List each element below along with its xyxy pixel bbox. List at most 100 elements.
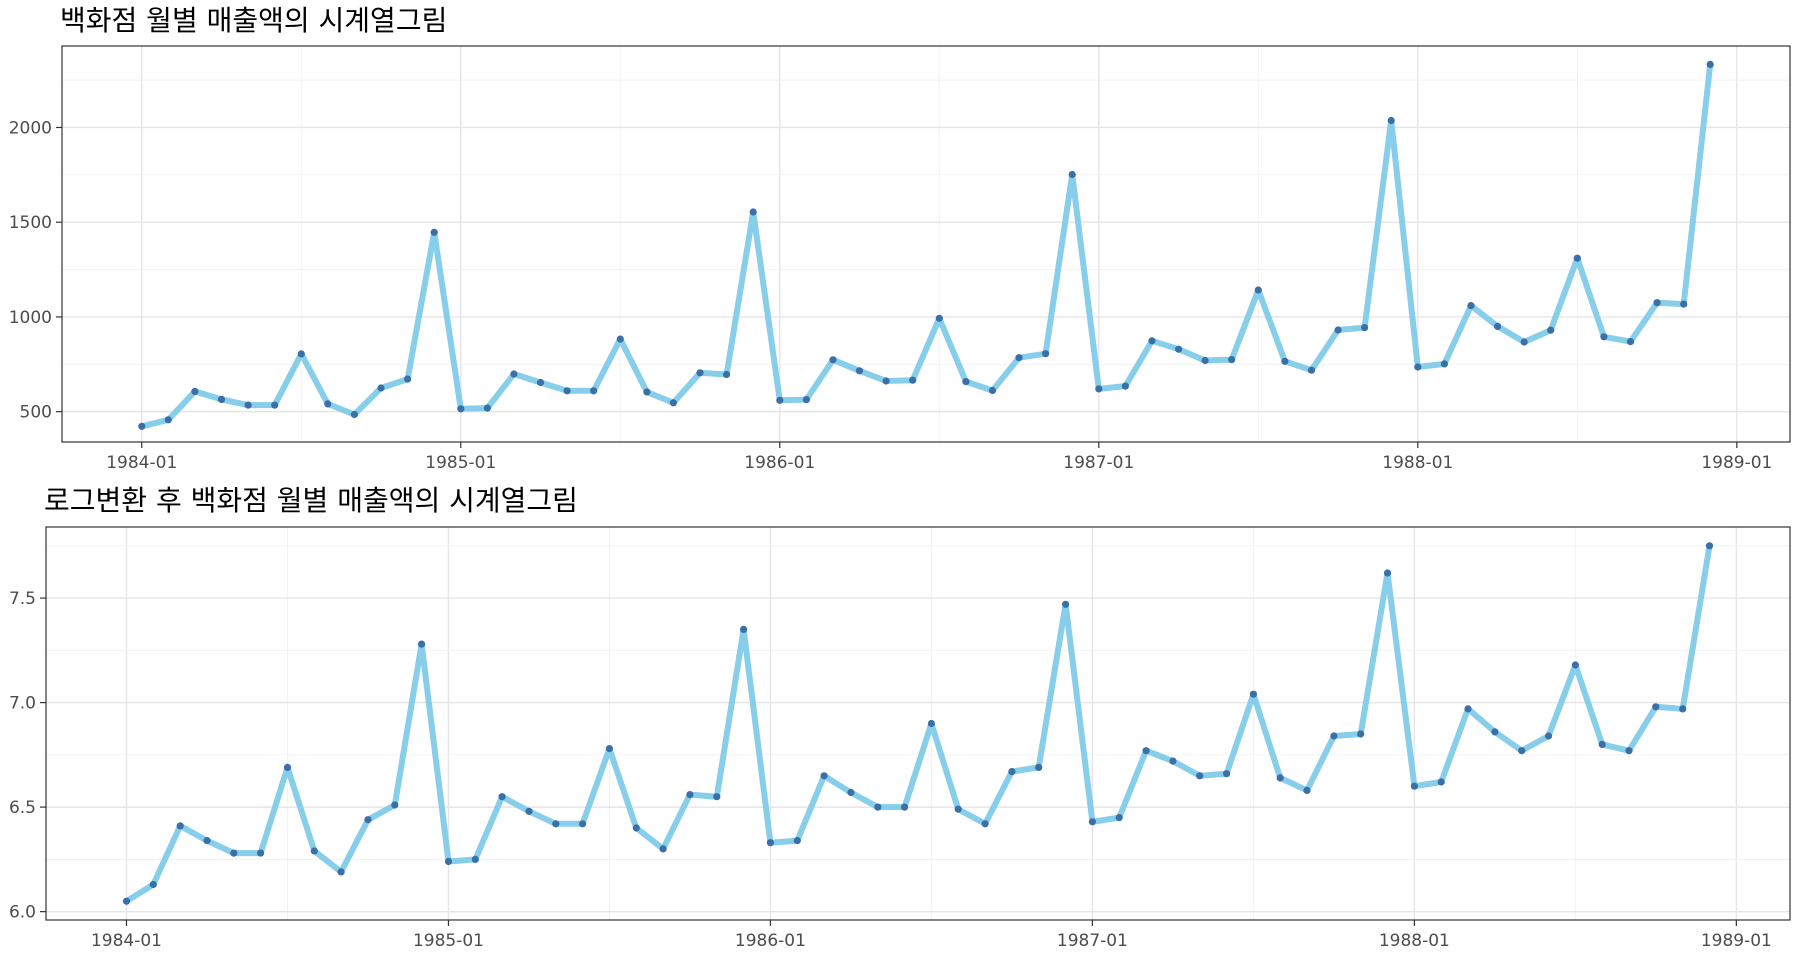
data-point xyxy=(1387,116,1395,125)
chart-panel-log-sales: 로그변환 후 백화점 월별 매출액의 시계열그림 1984-01 1985-01 1… xyxy=(9,484,1791,951)
series-line xyxy=(123,542,1713,905)
data-point xyxy=(1201,356,1209,365)
data-point xyxy=(847,788,855,797)
data-point xyxy=(1410,782,1418,790)
data-point xyxy=(457,405,465,413)
data-point xyxy=(1652,703,1660,711)
data-point xyxy=(377,384,385,392)
data-point xyxy=(1573,254,1581,262)
x-tick-label: 1986-01 xyxy=(744,453,815,473)
y-tick-label: 2000 xyxy=(9,118,52,138)
data-point xyxy=(430,228,438,236)
data-point xyxy=(1307,366,1316,374)
data-point xyxy=(954,805,962,813)
data-point xyxy=(981,820,989,828)
series-line-group xyxy=(138,61,1714,430)
data-point xyxy=(1249,690,1257,698)
data-point xyxy=(723,370,731,379)
y-tick-label: 7.5 xyxy=(9,589,36,609)
data-point xyxy=(364,816,372,824)
data-point xyxy=(659,845,667,853)
y-tick-label: 1000 xyxy=(9,308,52,328)
x-tick-label: 1987-01 xyxy=(1057,931,1128,951)
data-point xyxy=(1464,705,1472,713)
y-tick-label: 6.5 xyxy=(9,798,36,818)
data-point xyxy=(632,824,640,832)
data-point xyxy=(1169,757,1177,765)
data-point xyxy=(498,793,506,801)
data-point xyxy=(1414,363,1422,371)
data-point xyxy=(1440,360,1448,368)
data-point xyxy=(776,396,784,404)
data-point xyxy=(669,399,678,407)
x-tick-label: 1985-01 xyxy=(413,931,484,951)
data-point xyxy=(1088,818,1096,826)
data-point xyxy=(1598,740,1606,749)
data-point xyxy=(696,369,704,377)
data-point xyxy=(749,208,757,216)
data-point xyxy=(1571,661,1579,669)
data-point xyxy=(149,880,157,889)
data-point xyxy=(1626,338,1635,346)
series-points-group xyxy=(122,542,1714,905)
data-point xyxy=(391,801,399,809)
data-point xyxy=(164,416,172,424)
data-point xyxy=(988,386,997,395)
data-point xyxy=(1008,768,1016,776)
data-point xyxy=(1491,728,1499,736)
data-point xyxy=(217,395,226,403)
series-points-group xyxy=(138,60,1714,430)
data-point xyxy=(176,822,184,830)
data-point xyxy=(310,847,318,855)
data-point xyxy=(1115,814,1123,822)
data-point xyxy=(1062,600,1070,608)
data-point xyxy=(882,377,890,385)
data-point xyxy=(1095,385,1103,393)
data-point xyxy=(510,370,518,378)
panel-border xyxy=(61,45,1791,443)
x-tick-label: 1986-01 xyxy=(735,931,806,951)
data-point xyxy=(1705,542,1714,550)
series-line xyxy=(138,61,1714,430)
data-point xyxy=(1653,299,1661,307)
data-point xyxy=(605,745,614,753)
x-tick-label: 1985-01 xyxy=(425,453,496,473)
data-point xyxy=(829,356,837,364)
data-point xyxy=(418,640,426,648)
data-point xyxy=(1303,786,1311,795)
data-point xyxy=(1276,774,1284,782)
data-point xyxy=(1437,778,1445,786)
data-point xyxy=(927,719,936,728)
data-point xyxy=(1148,337,1156,345)
data-point xyxy=(713,793,721,801)
data-point xyxy=(324,400,332,408)
x-tick-label: 1984-01 xyxy=(91,931,162,951)
y-axis: 6.0 6.5 7.0 7.5 xyxy=(9,589,46,923)
x-tick-label: 1988-01 xyxy=(1379,931,1450,951)
data-point xyxy=(257,849,265,857)
data-point xyxy=(643,388,651,396)
data-point xyxy=(404,375,412,383)
data-point xyxy=(1223,770,1231,778)
data-point xyxy=(1254,286,1262,294)
data-point xyxy=(1600,333,1608,341)
data-point xyxy=(1175,345,1183,353)
data-point xyxy=(1281,357,1289,365)
y-tick-label: 1500 xyxy=(9,213,52,233)
data-point xyxy=(1068,170,1076,179)
x-tick-label: 1987-01 xyxy=(1063,453,1134,473)
data-point xyxy=(1228,356,1236,364)
panel-border xyxy=(45,526,1791,921)
data-point xyxy=(1015,354,1023,362)
data-point xyxy=(1706,60,1714,68)
chart-panel-sales: 백화점 월별 매출액의 시계열그림 1984-01 1985-01 1986-01 1… xyxy=(9,4,1791,473)
data-point xyxy=(283,763,292,772)
data-point xyxy=(350,410,358,419)
data-point xyxy=(1330,732,1338,740)
data-point xyxy=(1680,300,1688,308)
data-point xyxy=(1383,569,1392,577)
data-point xyxy=(444,857,453,866)
data-point xyxy=(909,376,917,384)
